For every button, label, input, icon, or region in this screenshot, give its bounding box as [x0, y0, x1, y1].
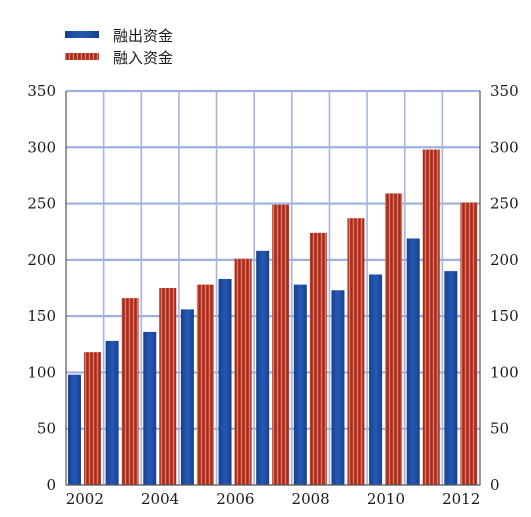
- bar-inflow-2008: [309, 232, 327, 485]
- bar-outflow-2002: [68, 374, 81, 485]
- axes: [65, 91, 481, 486]
- bar-outflow-2010: [369, 274, 383, 485]
- bar-inflow-2004: [159, 288, 177, 485]
- bar-inflow-2005: [196, 284, 214, 485]
- y-tick-label-left-200: 200: [27, 251, 56, 269]
- x-tick-label-2006: 2006: [216, 490, 254, 508]
- y-axis-left-labels: 0 50 100 150 200 250 300 350: [27, 82, 56, 494]
- y-tick-label-left-150: 150: [27, 307, 56, 325]
- bar-inflow-2011: [422, 149, 440, 485]
- legend-item-outflow: 融出资金: [65, 27, 173, 45]
- bar-inflow-2009: [347, 218, 365, 485]
- legend-swatch-inflow: [65, 53, 99, 60]
- y-tick-label-left-50: 50: [37, 420, 56, 438]
- y-tick-label-right-250: 250: [490, 195, 519, 213]
- bar-outflow-2005: [180, 309, 194, 485]
- y-axis-right-labels: 0 50 100 150 200 250 300 350: [490, 82, 519, 494]
- legend-item-inflow: 融入资金: [65, 49, 173, 67]
- legend-label-outflow: 融出资金: [113, 27, 173, 45]
- x-tick-label-2012: 2012: [442, 490, 480, 508]
- y-tick-label-left-350: 350: [27, 82, 56, 100]
- y-tick-label-left-0: 0: [46, 476, 56, 494]
- y-tick-label-left-300: 300: [27, 138, 56, 156]
- legend-label-inflow: 融入资金: [113, 49, 173, 67]
- y-tick-label-right-0: 0: [490, 476, 500, 494]
- y-tick-label-right-200: 200: [490, 251, 519, 269]
- x-tick-label-2010: 2010: [367, 490, 405, 508]
- y-tick-label-right-150: 150: [490, 307, 519, 325]
- bar-outflow-2011: [406, 238, 420, 485]
- bar-outflow-2004: [143, 331, 157, 485]
- x-axis-labels: 2002 2004 2006 2008 2010 2012: [66, 490, 481, 508]
- legend: 融出资金 融入资金: [65, 27, 173, 67]
- bar-inflow-2010: [385, 193, 403, 485]
- bar-inflow-2003: [121, 298, 139, 485]
- bar-inflow-2006: [234, 258, 252, 485]
- bar-outflow-2003: [105, 340, 119, 485]
- y-tick-label-left-250: 250: [27, 195, 56, 213]
- y-tick-label-left-100: 100: [27, 363, 56, 381]
- x-tick-label-2008: 2008: [292, 490, 330, 508]
- bar-outflow-2008: [293, 284, 307, 485]
- x-tick-label-2004: 2004: [141, 490, 179, 508]
- gridlines: [66, 89, 480, 485]
- bars: [68, 149, 478, 485]
- x-tick-label-2002: 2002: [66, 490, 104, 508]
- bar-inflow-2002: [84, 352, 101, 485]
- bar-inflow-2007: [272, 204, 290, 485]
- bar-inflow-2012: [460, 202, 478, 485]
- bar-outflow-2006: [218, 278, 232, 485]
- legend-swatch-outflow: [65, 31, 99, 38]
- y-tick-label-right-100: 100: [490, 363, 519, 381]
- y-tick-label-right-50: 50: [490, 420, 509, 438]
- bar-outflow-2007: [256, 250, 270, 485]
- bar-outflow-2009: [331, 290, 345, 485]
- y-tick-label-right-300: 300: [490, 138, 519, 156]
- y-tick-label-right-350: 350: [490, 82, 519, 100]
- bar-outflow-2012: [444, 271, 458, 485]
